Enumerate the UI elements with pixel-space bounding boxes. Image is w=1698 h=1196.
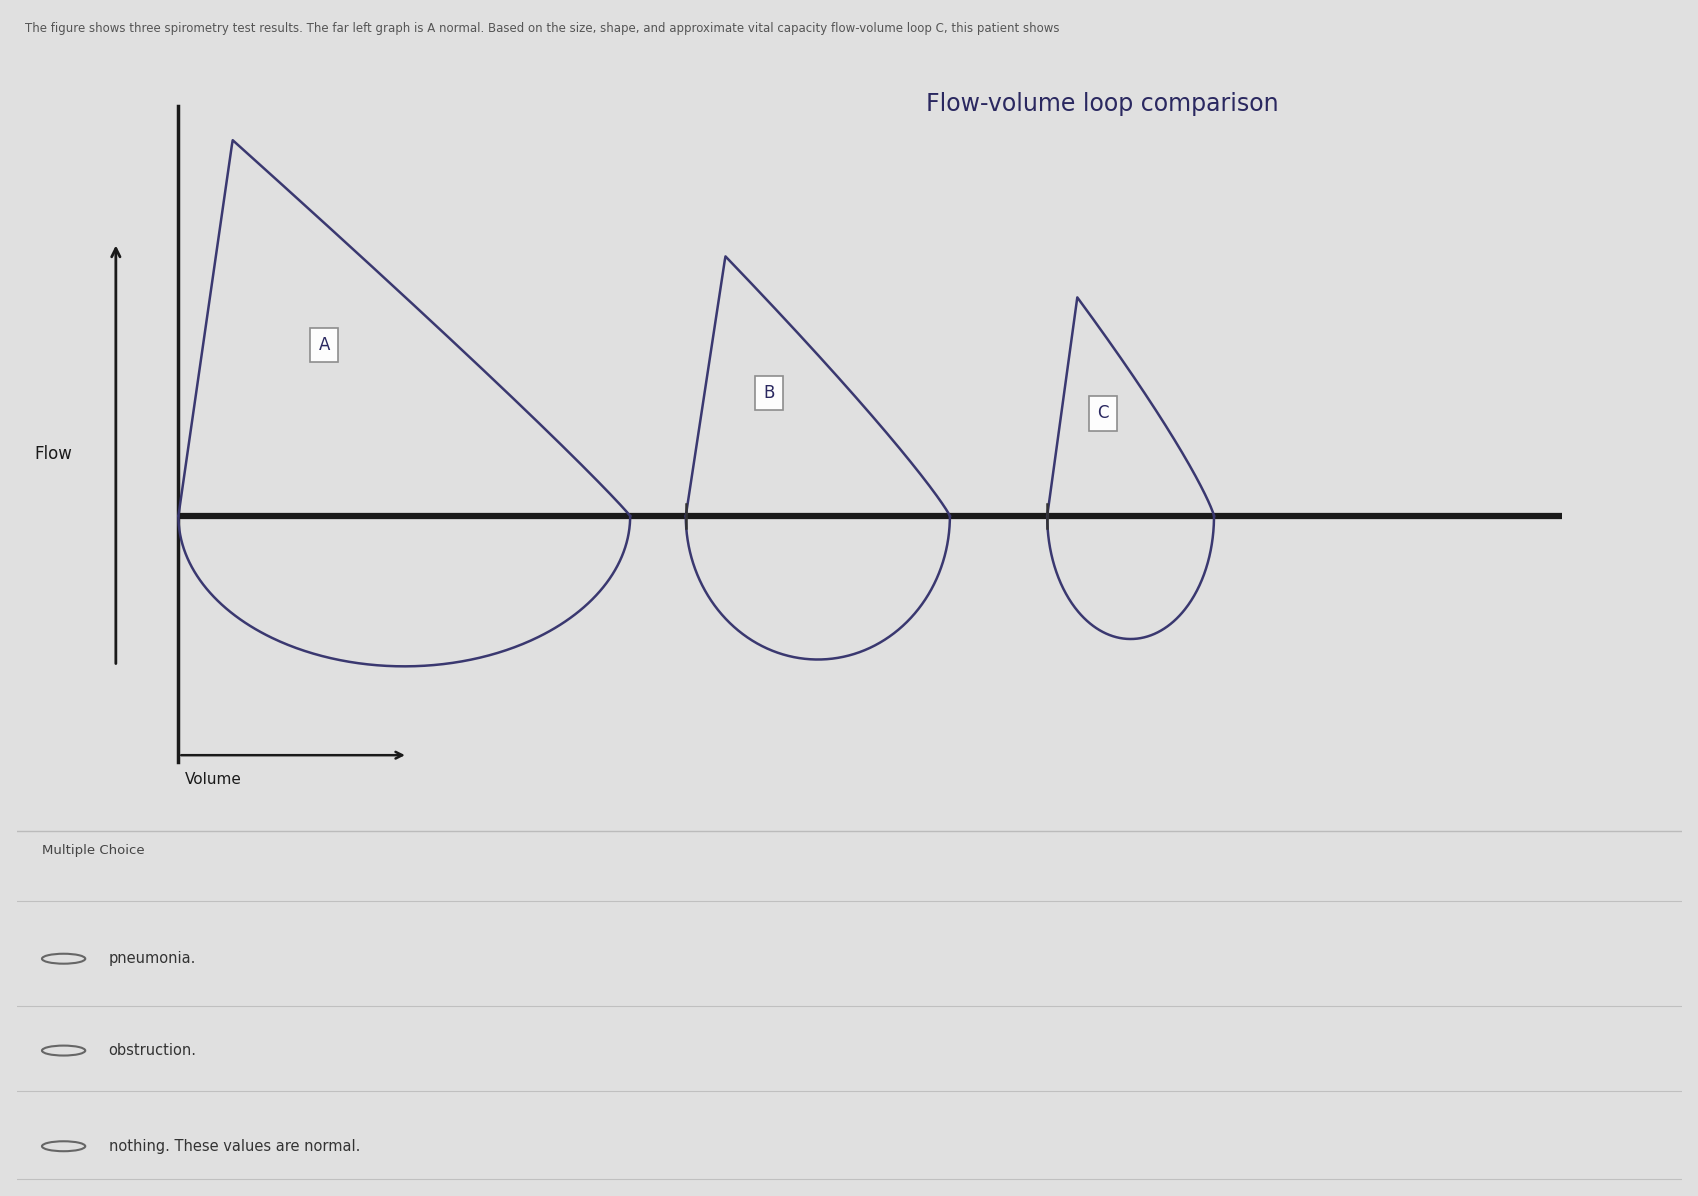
Text: nothing. These values are normal.: nothing. These values are normal. <box>109 1139 360 1154</box>
Text: Flow-volume loop comparison: Flow-volume loop comparison <box>925 92 1279 116</box>
Text: A: A <box>319 336 329 354</box>
Text: Multiple Choice: Multiple Choice <box>42 844 144 856</box>
Text: The figure shows three spirometry test results. The far left graph is A normal. : The figure shows three spirometry test r… <box>25 22 1060 35</box>
Text: obstruction.: obstruction. <box>109 1043 197 1058</box>
Text: Volume: Volume <box>185 771 243 787</box>
Text: C: C <box>1097 404 1107 422</box>
Text: Flow: Flow <box>34 445 73 464</box>
Text: pneumonia.: pneumonia. <box>109 951 195 966</box>
Text: B: B <box>762 384 774 402</box>
